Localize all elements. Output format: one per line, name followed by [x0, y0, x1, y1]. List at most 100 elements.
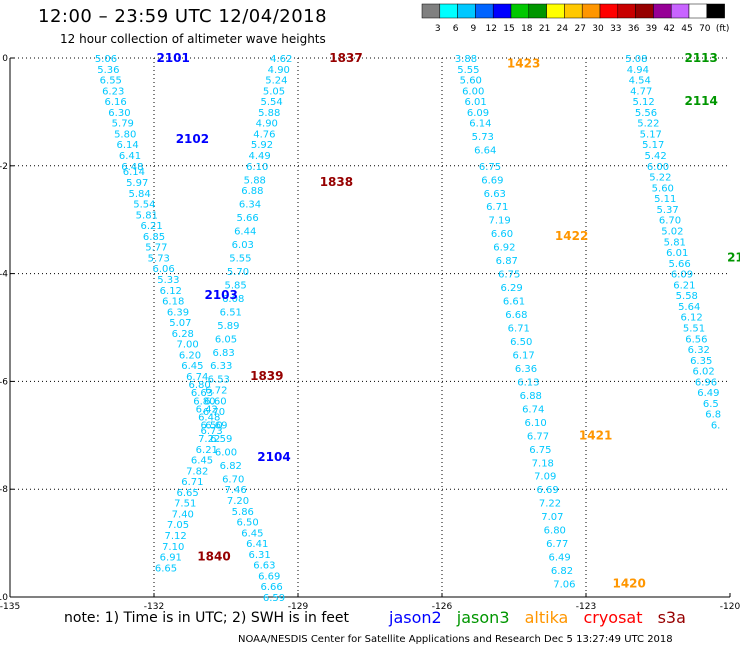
wave-height-value: 5.55 [229, 253, 251, 264]
wave-height-value: 6.71 [181, 477, 203, 488]
wave-height-value: 6.02 [692, 367, 714, 378]
wave-height-value: 6.32 [688, 345, 710, 356]
wave-height-value: 4.90 [256, 119, 278, 130]
wave-height-value: 5.54 [260, 97, 282, 108]
wave-height-value: 7.00 [176, 340, 198, 351]
wave-height-value: 7.40 [172, 509, 194, 520]
legend-jason2: jason2 [389, 608, 442, 627]
chart-title: 12:00 – 23:59 UTC 12/04/2018 [38, 6, 328, 27]
wave-height-value: 6.00 [647, 162, 669, 173]
wave-height-value: 6.09 [671, 270, 693, 281]
x-tick-label: -132 [144, 602, 164, 612]
wave-height-value: 6.30 [108, 108, 130, 119]
wave-height-value: 6.69 [481, 175, 503, 186]
wave-height-value: 6.91 [160, 553, 182, 564]
wave-height-value: 5.58 [676, 291, 698, 302]
chart-subtitle: 12 hour collection of altimeter wave hei… [60, 32, 326, 46]
wave-height-value: 5.54 [133, 200, 155, 211]
wave-height-value: 7.20 [227, 496, 249, 507]
x-tick-label: -129 [288, 602, 309, 612]
wave-height-value: 6.42 [196, 404, 218, 415]
wave-height-value: 6.18 [162, 297, 184, 308]
wave-height-value: 6.65 [176, 488, 198, 499]
wave-height-value: 5.86 [232, 507, 254, 518]
wave-height-value: 6.50 [200, 421, 222, 432]
pass-number-label: 211 [727, 250, 740, 264]
wave-height-value: 6.74 [186, 372, 208, 383]
wave-height-value: 5.05 [263, 86, 285, 97]
wave-height-value: 6.66 [260, 582, 282, 593]
wave-height-value: 6.00 [215, 447, 237, 458]
wave-height-value: 6.14 [116, 140, 138, 151]
legend-s3a: s3a [657, 608, 686, 627]
colorbar-label: (ft) [716, 24, 730, 34]
wave-height-value: 6.44 [234, 226, 256, 237]
wave-height-value: 6.48 [121, 162, 143, 173]
wave-height-value: 5.73 [472, 132, 494, 143]
wave-height-value: 6.75 [498, 270, 520, 281]
wave-height-value: 6.28 [172, 329, 194, 340]
wave-height-value: 6.14 [123, 167, 145, 178]
colorbar-label: 36 [628, 24, 640, 34]
wave-height-value: 6.13 [517, 377, 539, 388]
wave-height-value: 6. [711, 421, 721, 432]
wave-height-value: 6.21 [673, 280, 695, 291]
wave-height-value: 5.22 [649, 173, 671, 184]
wave-height-value: 6.41 [246, 539, 268, 550]
colorbar-label: 21 [539, 24, 550, 34]
wave-height-value: 6.65 [155, 563, 177, 574]
wave-height-value: 6.08 [222, 294, 244, 305]
wave-height-value: 4.49 [248, 151, 270, 162]
wave-height-value: 6.80 [193, 396, 215, 407]
wave-height-value: 4.77 [630, 86, 652, 97]
wave-height-value: 6.59 [263, 593, 285, 604]
wave-height-value: 6.74 [522, 404, 544, 415]
wave-height-value: 6.8 [705, 410, 721, 421]
colorbar-label: 9 [471, 24, 477, 34]
credit-line: NOAA/NESDIS Center for Satellite Applica… [238, 634, 673, 645]
x-tick-label: -126 [432, 602, 453, 612]
x-tick-label: -120 [720, 602, 740, 612]
wave-height-value: 3.88 [455, 54, 477, 65]
wave-height-value: 5.36 [97, 65, 119, 76]
wave-height-value: 6.51 [220, 307, 242, 318]
pass-number-label: 1839 [250, 369, 283, 383]
y-tick-label: -8 [0, 485, 8, 495]
wave-height-value: 7.22 [198, 434, 220, 445]
wave-height-value: 6.01 [464, 97, 486, 108]
wave-height-value: 6.41 [119, 151, 141, 162]
legend-cryosat: cryosat [583, 608, 643, 627]
wave-height-value: 6.71 [508, 324, 530, 335]
wave-height-value: 6.5 [703, 399, 719, 410]
wave-height-value: 6.39 [167, 307, 189, 318]
wave-height-value: 6.70 [203, 407, 225, 418]
wave-height-value: 7.18 [532, 458, 554, 469]
wave-height-value: 6.50 [510, 337, 532, 348]
wave-height-value: 6.36 [515, 364, 537, 375]
wave-height-value: 6.60 [491, 229, 513, 240]
wave-height-value: 6.75 [479, 162, 501, 173]
wave-height-value: 6.88 [520, 391, 542, 402]
x-tick-label: -123 [576, 602, 596, 612]
colorbar: 3 6 9 12 15 18 21 24 27 30 33 36 39 42 45 70 (ft) [421, 3, 730, 34]
wave-height-value: 5.79 [112, 119, 134, 130]
wave-height-value: 5.97 [126, 178, 148, 189]
wave-height-value: 6.45 [181, 361, 203, 372]
wave-height-value: 6.69 [536, 485, 558, 496]
wave-height-value: 7.12 [164, 531, 186, 542]
colorbar-label: 3 [435, 24, 441, 34]
wave-height-value: 6.17 [512, 350, 534, 361]
wave-height-value: 5.70 [227, 267, 249, 278]
wave-height-value: 4.94 [627, 65, 649, 76]
wave-height-value: 6.05 [215, 334, 237, 345]
wave-height-value: 5.02 [661, 226, 683, 237]
wave-height-value: 6.03 [232, 240, 254, 251]
wave-height-value: 6.87 [496, 256, 518, 267]
wave-height-value: 4.54 [629, 76, 651, 87]
legend-jason3: jason3 [456, 608, 510, 627]
wave-height-value: 5.81 [136, 210, 158, 221]
wave-height-value: 5.42 [644, 151, 666, 162]
wave-height-value: 6.82 [551, 566, 573, 577]
pass-number-label: 1422 [555, 229, 588, 243]
colorbar-label: 18 [521, 24, 533, 34]
